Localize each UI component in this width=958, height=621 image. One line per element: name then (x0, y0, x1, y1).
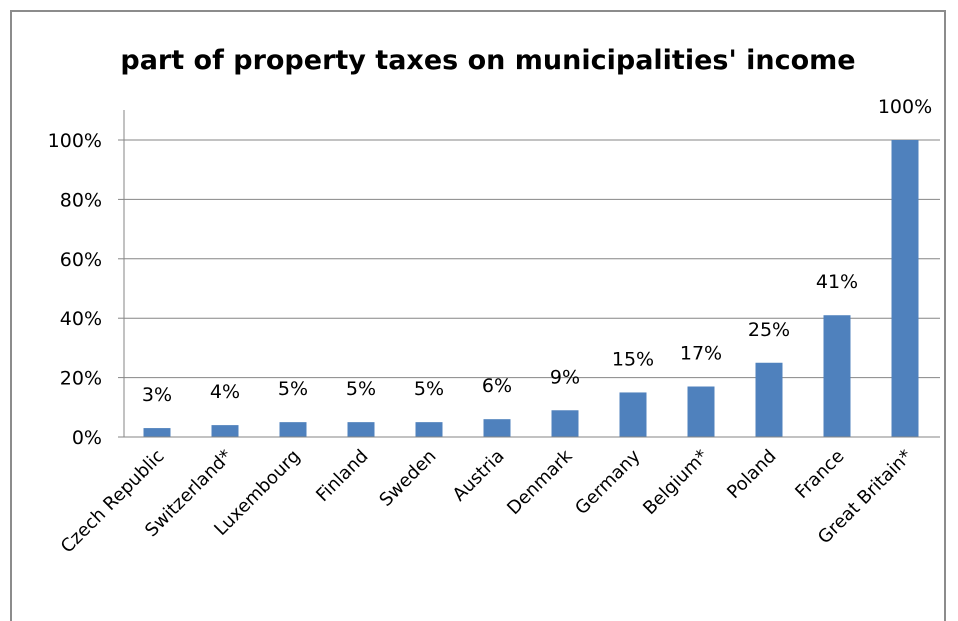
data-label: 9% (550, 366, 580, 388)
y-tick-label: 20% (60, 368, 102, 390)
bar (211, 425, 239, 437)
category-label: France (791, 446, 848, 503)
category-label: Czech Republic (57, 446, 169, 558)
y-tick-label: 60% (60, 249, 102, 271)
axes (123, 110, 940, 438)
chart-frame (10, 10, 946, 621)
category-label: Finland (312, 446, 372, 506)
category-label: Germany (571, 445, 645, 519)
data-label: 5% (278, 378, 308, 400)
bar (279, 422, 307, 437)
y-axis-ticks: 0% 20% 40% 60% 80% 100% (48, 130, 102, 449)
data-label: 17% (680, 343, 722, 365)
bar (483, 419, 511, 437)
category-label: Austria (449, 446, 509, 506)
bar (687, 386, 715, 437)
data-label: 41% (816, 271, 858, 293)
category-label: Denmark (503, 445, 577, 519)
bar (415, 422, 443, 437)
bars (143, 140, 919, 437)
category-label: Poland (723, 446, 780, 503)
data-label: 25% (748, 319, 790, 341)
category-label: Sweden (375, 446, 440, 511)
bar (619, 392, 647, 437)
y-tick-label: 100% (48, 130, 102, 152)
data-label: 100% (878, 96, 932, 118)
data-label: 5% (414, 378, 444, 400)
bar (143, 428, 171, 437)
category-label: Belgium* (639, 446, 712, 519)
bar (891, 140, 919, 437)
data-label: 6% (482, 375, 512, 397)
data-label: 4% (210, 381, 240, 403)
bar (823, 315, 851, 437)
data-label: 15% (612, 348, 654, 370)
y-tick-label: 0% (72, 427, 102, 449)
data-label: 3% (142, 384, 172, 406)
y-tick-label: 80% (60, 189, 102, 211)
data-label: 5% (346, 378, 376, 400)
bar (551, 410, 579, 437)
bar (347, 422, 375, 437)
chart-title: part of property taxes on municipalities… (120, 45, 855, 76)
y-tick-label: 40% (60, 308, 102, 330)
bar (755, 362, 783, 437)
data-labels: 3% 4% 5% 5% 5% 6% 9% 15% 17% 25% 41% 100% (142, 96, 932, 406)
gridlines (118, 139, 940, 438)
